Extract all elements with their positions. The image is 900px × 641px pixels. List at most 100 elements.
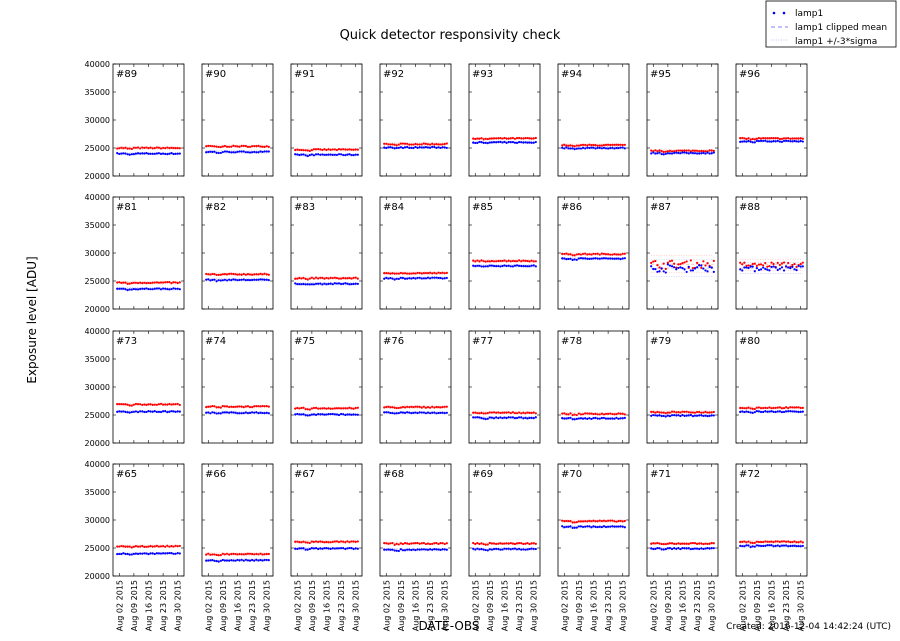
lamp1-point — [319, 282, 322, 285]
lamp1-point — [166, 287, 169, 291]
red-point — [352, 540, 355, 543]
red-point — [141, 146, 144, 149]
red-point — [159, 545, 163, 548]
panel-86: #86 — [557, 196, 630, 310]
red-point — [561, 519, 564, 522]
lamp1-point — [410, 146, 413, 149]
y-tick-label: 35000 — [85, 355, 110, 364]
lamp1-point — [743, 140, 746, 143]
red-point — [478, 542, 481, 546]
lamp1-point — [797, 545, 800, 548]
red-point — [323, 541, 326, 544]
x-tick-label: Aug 16 2015 — [412, 580, 421, 631]
red-point — [785, 406, 788, 409]
lamp1-point — [503, 547, 506, 550]
lamp1-point — [399, 411, 402, 414]
lamp1-point — [573, 418, 576, 421]
red-point — [344, 148, 347, 151]
lamp1-point — [490, 548, 494, 551]
red-point — [139, 403, 142, 406]
lamp1-point — [211, 411, 214, 414]
x-tick-label: Aug 16 2015 — [501, 580, 510, 631]
red-point — [437, 405, 440, 409]
lamp1-point — [323, 547, 326, 550]
lamp1-point — [762, 544, 765, 548]
lamp1-point — [532, 264, 535, 267]
red-point — [340, 277, 343, 280]
panel-label: #77 — [472, 336, 493, 347]
red-point — [526, 259, 529, 263]
red-point — [577, 412, 580, 415]
red-point — [495, 542, 498, 546]
red-point — [230, 145, 233, 148]
lamp1-point — [215, 280, 218, 283]
red-point — [741, 136, 744, 140]
lamp1-point — [530, 264, 533, 267]
red-point — [511, 136, 514, 140]
red-point — [410, 143, 413, 146]
lamp1-point — [424, 412, 428, 415]
lamp1-point — [261, 411, 264, 415]
red-point — [613, 413, 616, 416]
red-point — [534, 136, 537, 140]
lamp1-point — [602, 525, 606, 528]
red-point — [480, 542, 483, 545]
lamp1-point — [174, 552, 177, 555]
legend-box — [765, 0, 897, 48]
red-point — [650, 542, 653, 545]
red-point — [323, 277, 326, 280]
lamp1-point — [561, 257, 564, 260]
lamp1-point — [704, 547, 707, 550]
lamp1-point — [689, 269, 692, 272]
red-point — [573, 521, 576, 524]
red-point — [223, 144, 227, 148]
chart-title: Quick detector responsivity check — [340, 28, 561, 43]
lamp1-point — [122, 552, 125, 555]
lamp1-point — [439, 411, 442, 415]
lamp1-point — [768, 410, 771, 413]
lamp1-point — [211, 558, 214, 562]
red-point — [474, 260, 477, 263]
red-point — [155, 544, 158, 547]
red-point — [344, 277, 347, 280]
red-point — [147, 147, 150, 150]
red-point — [696, 410, 699, 414]
lamp1-point — [571, 418, 574, 421]
lamp1-point — [116, 410, 119, 413]
y-axis-label: Exposure level [ADU] — [25, 256, 39, 383]
red-point — [433, 143, 436, 146]
red-point — [797, 137, 800, 140]
lamp1-point — [704, 269, 707, 272]
lamp1-point — [615, 525, 618, 528]
lamp1-point — [310, 413, 313, 416]
lamp1-point — [650, 547, 653, 550]
lamp1-point — [588, 257, 591, 260]
lamp1-point — [213, 150, 216, 153]
lamp1-point — [308, 547, 311, 551]
lamp1-point — [766, 140, 769, 143]
panel-frame — [468, 463, 541, 577]
red-point — [310, 276, 313, 279]
lamp1-point — [579, 417, 583, 420]
lamp1-point — [426, 146, 430, 149]
y-tick-label: 30000 — [85, 383, 110, 392]
red-point — [592, 519, 595, 522]
lamp1-point — [702, 547, 705, 551]
red-point — [592, 143, 595, 147]
red-point — [225, 552, 229, 555]
lamp1-point — [153, 287, 156, 290]
red-point — [128, 404, 131, 407]
lamp1-point — [383, 548, 386, 551]
lamp1-point — [337, 282, 341, 285]
red-point — [747, 137, 750, 140]
red-point — [668, 411, 672, 414]
red-point — [176, 545, 179, 548]
lamp1-point — [770, 265, 773, 269]
red-point — [298, 276, 301, 280]
panel-95: #95 — [646, 63, 719, 177]
lamp1-point — [120, 552, 123, 556]
lamp1-point — [420, 411, 423, 414]
lamp1-point — [594, 525, 597, 528]
red-point — [691, 266, 695, 270]
lamp1-point — [563, 417, 566, 420]
